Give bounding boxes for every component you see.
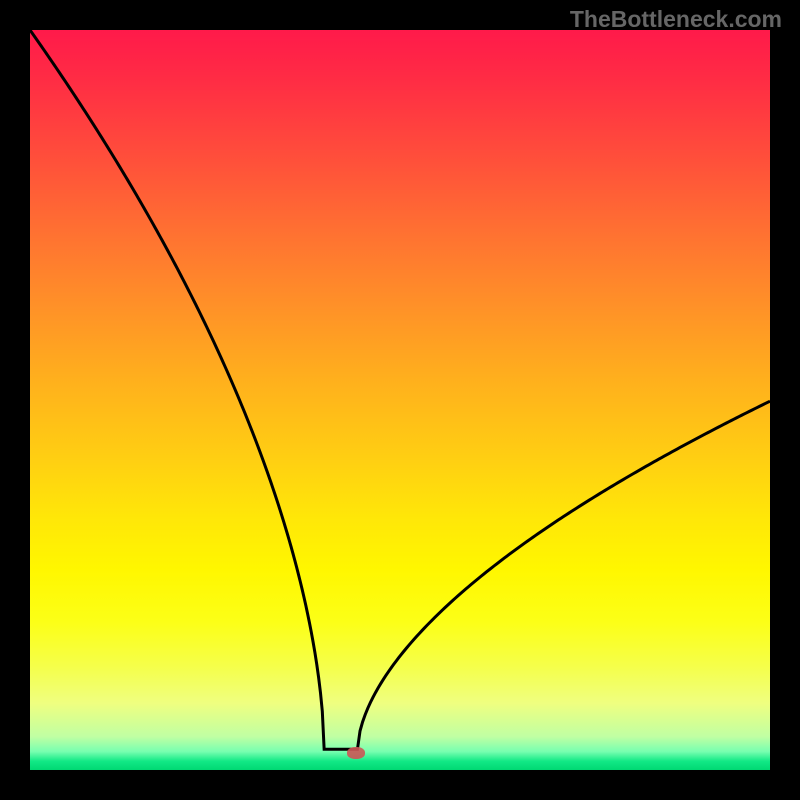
minimum-marker bbox=[347, 747, 365, 759]
plot-svg bbox=[30, 30, 770, 770]
gradient-plot-area bbox=[30, 30, 770, 770]
watermark-text: TheBottleneck.com bbox=[570, 6, 782, 33]
gradient-background bbox=[30, 30, 770, 770]
